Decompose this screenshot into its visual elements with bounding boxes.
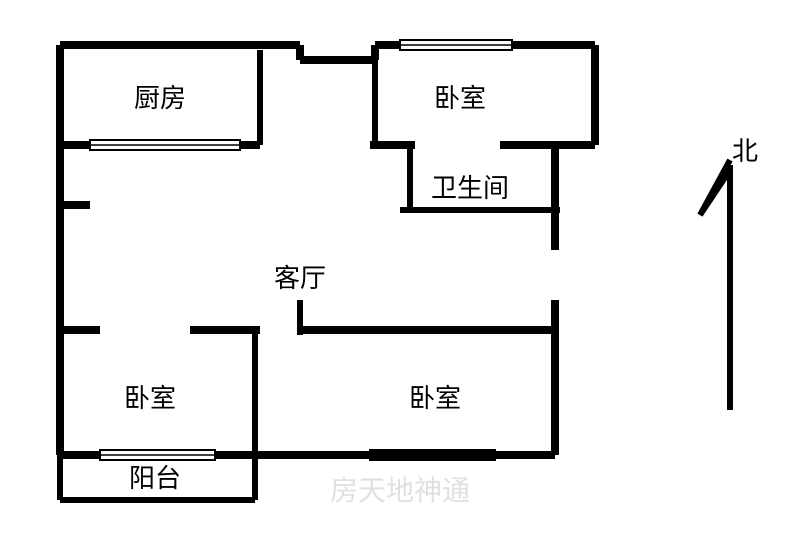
watermark-text: 房天地神通: [330, 475, 470, 506]
label-bedroom-tr: 卧室: [434, 83, 486, 113]
label-bedroom-br: 卧室: [409, 383, 461, 413]
label-bathroom: 卫生间: [431, 173, 509, 203]
label-balcony: 阳台: [129, 463, 181, 493]
compass-arrowhead: [700, 160, 730, 215]
walls-layer: [60, 45, 595, 500]
label-bedroom-bl: 卧室: [124, 383, 176, 413]
label-living: 客厅: [274, 263, 326, 293]
label-kitchen: 厨房: [134, 83, 186, 113]
compass-north: 北: [700, 136, 758, 410]
floorplan-canvas: 房天地神通 厨房 卧室 卫生间 客厅 卧室 卧室 阳台 北: [0, 0, 800, 533]
compass-label: 北: [732, 136, 758, 166]
